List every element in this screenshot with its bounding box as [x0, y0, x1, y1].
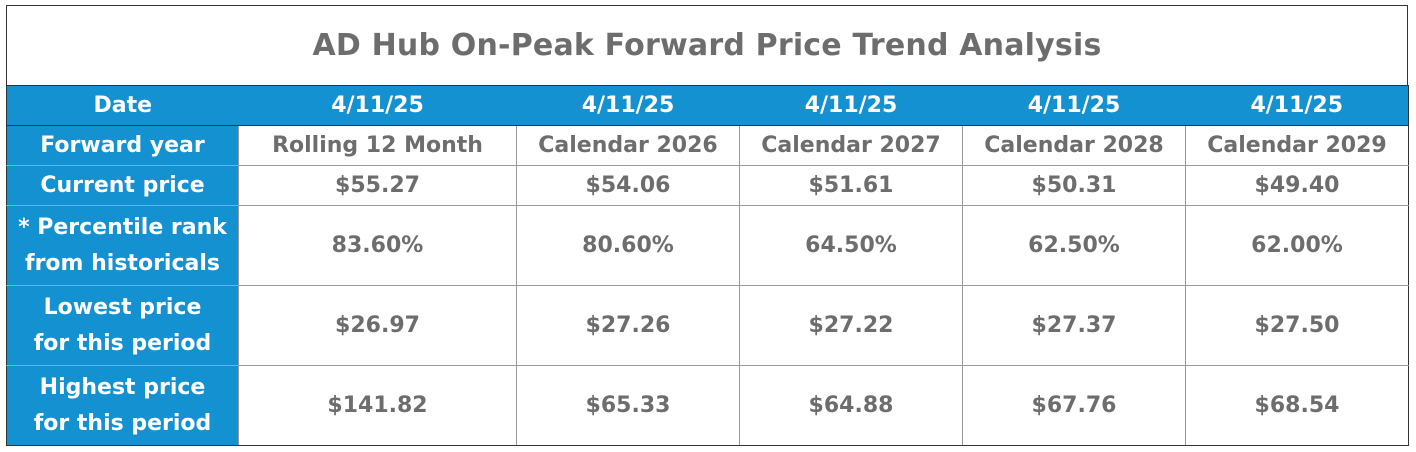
table-cell: $49.40 [1185, 165, 1409, 206]
table-cell: 80.60% [516, 205, 740, 286]
table-cell: Calendar 2029 [1185, 125, 1409, 166]
table-cell: 64.50% [739, 205, 963, 286]
table-cell: $50.31 [962, 165, 1186, 206]
row-label-line: for this period [33, 330, 212, 356]
table-cell: $68.54 [1185, 365, 1409, 446]
table-cell: Calendar 2028 [962, 125, 1186, 166]
header-label-date: Date [6, 85, 239, 126]
table-cell: $141.82 [238, 365, 517, 446]
price-trend-table: Date 4/11/25 4/11/25 4/11/25 4/11/25 4/11/25 F… [6, 85, 1409, 446]
row-label-line: Forward year [40, 132, 205, 158]
table-cell: $54.06 [516, 165, 740, 206]
row-label-line: for this period [33, 410, 212, 436]
table-cell: $27.37 [962, 285, 1186, 366]
table-cell: $27.50 [1185, 285, 1409, 366]
table-row: Lowest price for this period $26.97 $27.26 $… [6, 285, 1409, 366]
row-label: * Percentile rank from historicals [6, 205, 239, 286]
row-label-line: from historicals [25, 250, 220, 276]
table-cell: $27.26 [516, 285, 740, 366]
table-row: Forward year Rolling 12 Month Calendar 202… [6, 125, 1409, 166]
table-cell: Rolling 12 Month [238, 125, 517, 166]
row-label: Forward year [6, 125, 239, 166]
header-date-cell: 4/11/25 [516, 85, 740, 126]
table-cell: $64.88 [739, 365, 963, 446]
table-cell: $55.27 [238, 165, 517, 206]
header-row: Date 4/11/25 4/11/25 4/11/25 4/11/25 4/11/25 [6, 85, 1409, 126]
table-row: * Percentile rank from historicals 83.60% 8… [6, 205, 1409, 286]
table-cell: 62.50% [962, 205, 1186, 286]
row-label: Highest price for this period [6, 365, 239, 446]
row-label-line: Lowest price [43, 294, 202, 320]
price-trend-table-container: AD Hub On-Peak Forward Price Trend Analy… [6, 5, 1409, 446]
row-label-line: Current price [40, 172, 205, 198]
row-label: Lowest price for this period [6, 285, 239, 366]
table-cell: $65.33 [516, 365, 740, 446]
table-cell: $51.61 [739, 165, 963, 206]
row-label: Current price [6, 165, 239, 206]
table-cell: 62.00% [1185, 205, 1409, 286]
row-label-line: * Percentile rank [18, 214, 227, 240]
header-date-cell: 4/11/25 [962, 85, 1186, 126]
table-row: Current price $55.27 $54.06 $51.61 $50.31 $49… [6, 165, 1409, 206]
table-cell: 83.60% [238, 205, 517, 286]
header-date-cell: 4/11/25 [1185, 85, 1409, 126]
table-cell: Calendar 2027 [739, 125, 963, 166]
table-cell: $26.97 [238, 285, 517, 366]
header-date-cell: 4/11/25 [238, 85, 517, 126]
table-cell: Calendar 2026 [516, 125, 740, 166]
table-title: AD Hub On-Peak Forward Price Trend Analy… [6, 5, 1408, 85]
table-cell: $27.22 [739, 285, 963, 366]
table-row: Highest price for this period $141.82 $65.3… [6, 365, 1409, 446]
row-label-line: Highest price [39, 374, 206, 400]
table-cell: $67.76 [962, 365, 1186, 446]
header-date-cell: 4/11/25 [739, 85, 963, 126]
